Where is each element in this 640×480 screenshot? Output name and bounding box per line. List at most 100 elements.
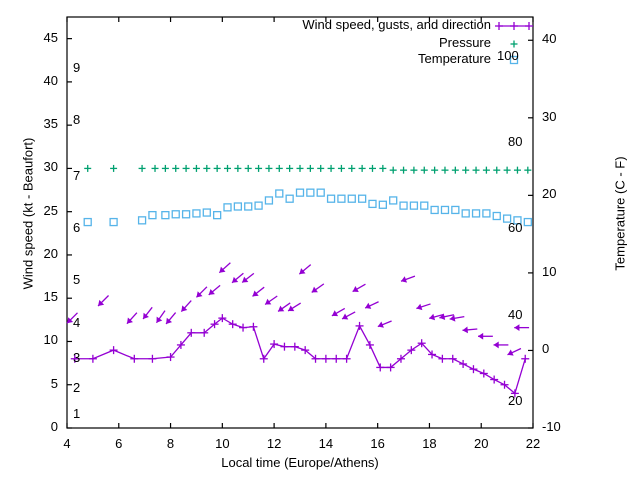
wind-direction-arrow-icon: [142, 306, 153, 320]
data-point-marker: [492, 211, 501, 221]
wind-direction-arrow-icon: [208, 284, 221, 296]
wind-direction-arrow-icon: [66, 312, 78, 324]
legend-label[interactable]: Pressure: [438, 35, 491, 50]
wind-direction-arrow-icon: [126, 312, 138, 325]
wind-direction-arrow-icon: [429, 313, 444, 321]
beaufort-scale-label: 3: [73, 349, 81, 365]
y-axis-right-tick-label: -10: [542, 419, 561, 434]
data-point-marker: [513, 216, 522, 225]
data-point-marker: [192, 209, 201, 218]
fahrenheit-scale-label: 100: [497, 48, 519, 64]
legend-label[interactable]: Temperature: [418, 51, 491, 66]
beaufort-scale-label: 8: [73, 111, 81, 127]
x-axis-tick-label: 22: [525, 436, 541, 451]
x-axis-tick-label: 6: [115, 436, 123, 451]
data-point-marker: [264, 196, 274, 205]
wind-direction-arrow-icon: [287, 302, 302, 312]
wind-direction-arrow-icon: [195, 286, 208, 298]
wind-direction-arrow-icon: [331, 307, 346, 317]
wind-direction-arrow-icon: [462, 326, 478, 334]
data-point-marker: [451, 205, 460, 215]
data-point-marker: [137, 216, 147, 225]
data-point-marker: [223, 203, 232, 212]
data-point-marker: [285, 194, 294, 203]
data-point-marker: [420, 201, 429, 210]
y-axis-left-tick-label: 0: [50, 419, 58, 434]
fahrenheit-scale-label: 20: [508, 393, 523, 409]
y-axis-left-tick-label: 20: [43, 245, 58, 261]
beaufort-scale-label: 2: [73, 380, 81, 396]
data-point-marker: [275, 189, 284, 198]
wind-direction-arrow-icon: [165, 312, 177, 325]
plot-border: [66, 16, 534, 429]
beaufort-scale-label: 5: [73, 271, 81, 287]
wind-direction-arrow-icon: [231, 272, 244, 284]
x-axis-title: Local time (Europe/Athens): [221, 455, 379, 470]
y-axis-right-tick-label: 40: [542, 31, 557, 47]
data-point-marker: [295, 188, 305, 197]
y-axis-left-tick-label: 40: [43, 72, 58, 88]
data-point-marker: [254, 201, 263, 210]
data-point-marker: [306, 188, 315, 197]
data-point-marker: [83, 217, 92, 227]
wind-direction-arrow-icon: [400, 275, 416, 283]
data-point-marker: [181, 210, 191, 219]
data-point-marker: [440, 205, 450, 215]
y-axis-right-tick-label: 30: [542, 108, 557, 124]
wind-direction-arrow-icon: [493, 341, 509, 349]
beaufort-scale-label: 4: [73, 315, 81, 331]
x-axis-tick-label: 12: [266, 436, 282, 451]
beaufort-scale-label: 9: [73, 59, 81, 75]
legend-label[interactable]: Wind speed, gusts, and direction: [302, 17, 491, 32]
y-axis-left-tick-label: 15: [43, 289, 58, 305]
wind-direction-arrow-icon: [180, 300, 192, 313]
data-point-marker: [213, 210, 222, 220]
wind-direction-arrow-icon: [439, 313, 455, 321]
x-axis-tick-label: 8: [166, 436, 175, 451]
beaufort-scale-label: 1: [73, 406, 81, 422]
wind-direction-arrow-icon: [449, 314, 465, 322]
wind-direction-arrow-icon: [514, 324, 530, 332]
x-axis-tick-label: 16: [370, 436, 385, 451]
data-point-marker: [409, 201, 419, 210]
data-point-marker: [202, 208, 211, 217]
data-point-marker: [471, 209, 481, 218]
wind-direction-arrow-icon: [241, 272, 255, 283]
wind-direction-arrow-icon: [298, 264, 312, 275]
wind-direction-arrow-icon: [416, 303, 431, 311]
wind-direction-arrow-icon: [477, 332, 493, 340]
data-point-marker: [244, 202, 253, 211]
data-point-marker: [389, 196, 398, 205]
y-axis-left-tick-label: 10: [43, 332, 58, 348]
data-point-marker: [347, 194, 356, 203]
wind-direction-arrow-icon: [218, 262, 231, 274]
series-line-wind-speed: [74, 317, 526, 395]
fahrenheit-scale-label: 40: [508, 307, 523, 323]
y-axis-right-tick-label: 10: [542, 263, 557, 279]
data-point-marker: [233, 202, 243, 211]
data-point-marker: [502, 214, 512, 223]
x-axis-tick-label: 10: [215, 436, 230, 451]
data-point-marker: [357, 194, 367, 203]
y-axis-left-tick-label: 5: [50, 375, 58, 391]
wind-direction-arrow-icon: [507, 347, 522, 356]
x-axis-tick-label: 14: [318, 436, 334, 451]
data-point-marker: [509, 55, 519, 65]
wind-direction-arrow-icon: [155, 310, 166, 324]
y-axis-right-tick-label: 20: [542, 186, 557, 202]
y-axis-left-tick-label: 25: [43, 202, 58, 218]
wind-direction-arrow-icon: [252, 286, 265, 297]
data-point-marker: [399, 201, 408, 210]
data-point-marker: [109, 217, 118, 227]
y-axis-left-tick-label: 30: [43, 159, 58, 175]
wind-direction-arrow-icon: [97, 295, 110, 307]
fahrenheit-scale-label: 60: [508, 220, 523, 236]
fahrenheit-scale-label: 80: [508, 134, 523, 150]
wind-direction-arrow-icon: [277, 302, 291, 312]
data-point-marker: [461, 209, 470, 218]
data-point-marker: [482, 209, 491, 218]
data-point-marker: [148, 210, 157, 220]
data-point-marker: [378, 200, 387, 209]
